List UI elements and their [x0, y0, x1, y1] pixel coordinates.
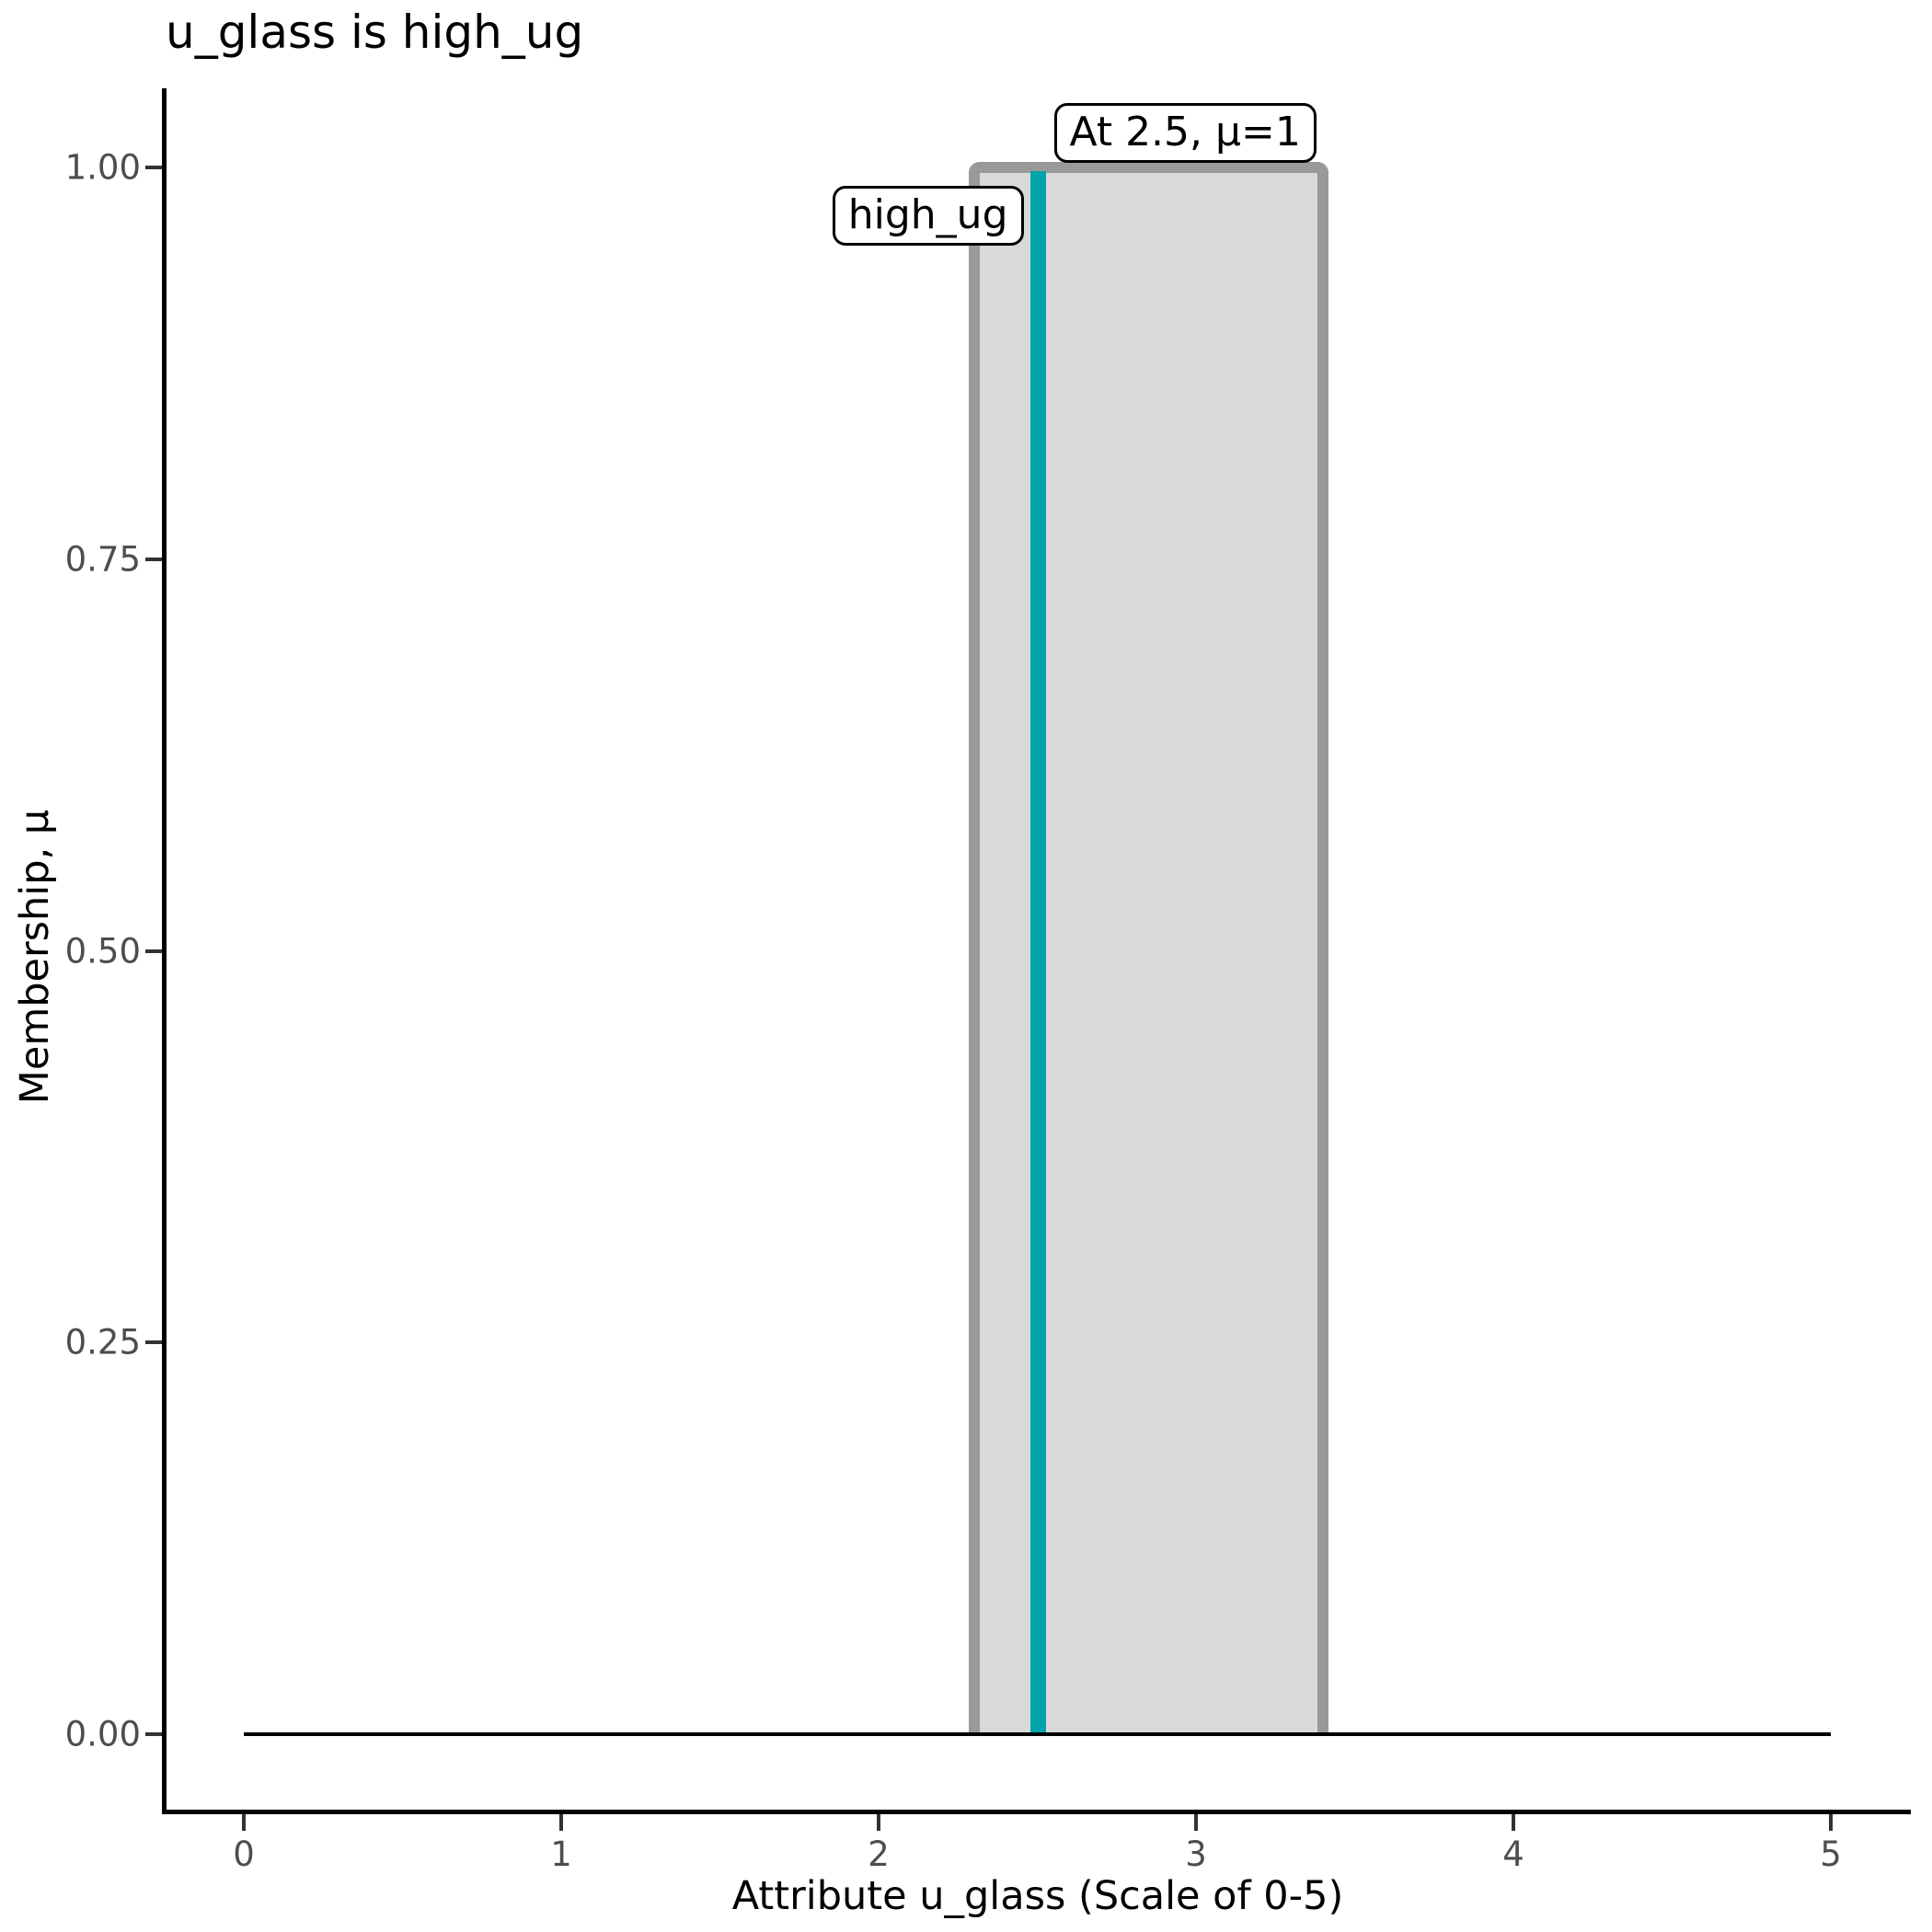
y-axis-line: [162, 88, 167, 1814]
mf-name-label: high_ug: [833, 186, 1024, 246]
x-tick-label: 5: [1820, 1834, 1842, 1874]
membership-zero-line: [244, 1732, 1831, 1736]
crisp-input-indicator-line: [1030, 171, 1046, 1732]
y-tick-label: 0.75: [65, 539, 141, 579]
x-tick-mark: [559, 1814, 563, 1831]
x-axis-line: [162, 1810, 1911, 1814]
y-tick-label: 0.00: [65, 1715, 141, 1754]
y-tick-mark: [145, 558, 162, 561]
x-tick-mark: [242, 1814, 246, 1831]
x-tick-mark: [877, 1814, 880, 1831]
x-tick-label: 3: [1185, 1834, 1207, 1874]
x-tick-label: 1: [550, 1834, 572, 1874]
y-tick-label: 0.50: [65, 931, 141, 971]
x-tick-mark: [1194, 1814, 1198, 1831]
y-tick-mark: [145, 1340, 162, 1344]
y-tick-mark: [145, 166, 162, 169]
y-tick-mark: [145, 1732, 162, 1736]
x-tick-label: 4: [1502, 1834, 1524, 1874]
x-tick-label: 2: [868, 1834, 890, 1874]
x-tick-mark: [1829, 1814, 1833, 1831]
evaluation-result-label: At 2.5, μ=1: [1054, 103, 1317, 163]
chart-title: u_glass is high_ug: [166, 6, 583, 59]
y-tick-mark: [145, 949, 162, 953]
x-tick-mark: [1512, 1814, 1515, 1831]
x-tick-label: 0: [233, 1834, 255, 1874]
fuzzy-membership-chart: u_glass is high_ug Membership, μ Attribu…: [0, 0, 1932, 1932]
y-tick-label: 0.25: [65, 1323, 141, 1363]
x-axis-title: Attribute u_glass (Scale of 0-5): [732, 1873, 1344, 1919]
membership-function-area: [969, 162, 1329, 1736]
y-axis-title: Membership, μ: [12, 810, 58, 1104]
y-tick-label: 1.00: [65, 148, 141, 188]
